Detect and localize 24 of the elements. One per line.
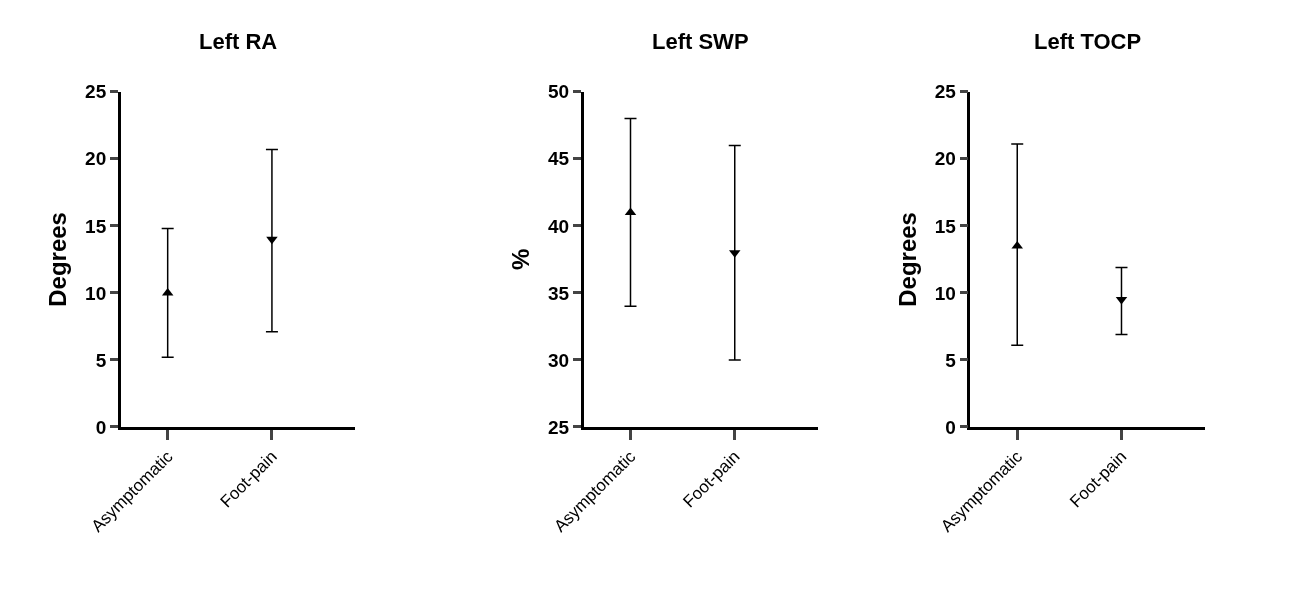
y-tick-label: 30 — [547, 349, 570, 371]
y-tick-label: 45 — [547, 148, 570, 170]
y-axis-title: % — [506, 248, 534, 271]
y-tick-label: 25 — [547, 416, 570, 438]
y-tick-label: 25 — [85, 81, 107, 103]
chart-title: Left SWP — [652, 29, 749, 54]
y-tick-label: 25 — [934, 81, 957, 103]
y-tick-label: 0 — [95, 416, 107, 438]
y-tick-label: 35 — [547, 282, 570, 304]
y-tick-label: 5 — [945, 349, 957, 371]
y-tick-label: 20 — [934, 148, 956, 170]
y-tick-label: 40 — [547, 215, 570, 237]
y-tick-label: 10 — [85, 282, 107, 304]
y-tick-label: 15 — [934, 215, 957, 237]
y-tick-label: 10 — [934, 282, 956, 304]
y-axis-title: Degrees — [893, 212, 921, 307]
y-tick-label: 50 — [547, 81, 570, 103]
chart-title: Left RA — [199, 29, 278, 54]
y-tick-label: 5 — [95, 349, 107, 371]
y-tick-label: 15 — [85, 215, 107, 237]
chart-title: Left TOCP — [1034, 29, 1142, 54]
y-tick-label: 20 — [85, 148, 107, 170]
y-tick-label: 0 — [945, 416, 956, 438]
y-axis-title: Degrees — [44, 212, 72, 307]
